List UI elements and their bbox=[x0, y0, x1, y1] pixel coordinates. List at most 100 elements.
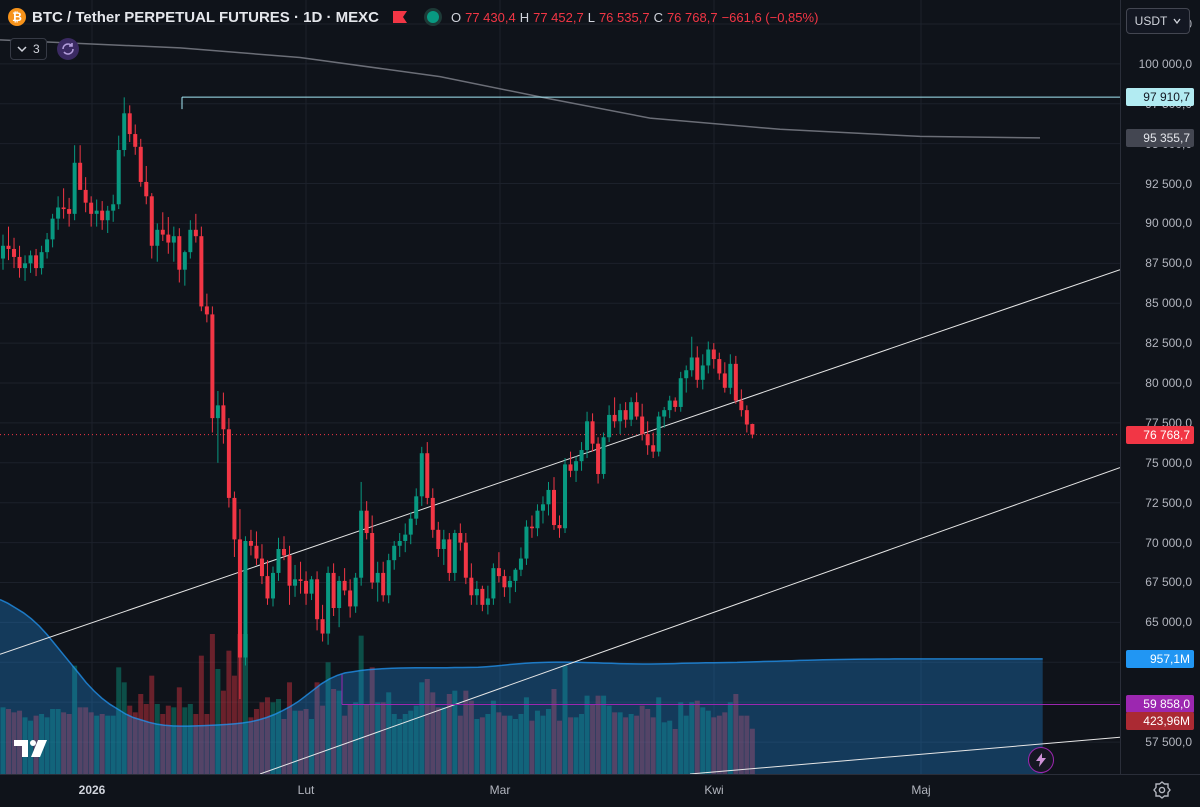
volume-bar bbox=[165, 705, 171, 774]
price-axis-label: 65 000,0 bbox=[1145, 615, 1192, 630]
volume-bar bbox=[485, 714, 491, 774]
flash-icon[interactable] bbox=[1028, 747, 1054, 773]
candle-body bbox=[535, 510, 540, 529]
flag-icon[interactable] bbox=[392, 11, 407, 23]
candle-body bbox=[34, 255, 39, 269]
candle-body bbox=[111, 204, 116, 211]
volume-bar bbox=[253, 709, 259, 774]
candle-body bbox=[408, 518, 413, 535]
candle-body bbox=[430, 497, 435, 530]
candle-body bbox=[463, 542, 468, 578]
last-price-tag: 76 768,7 bbox=[1126, 425, 1194, 444]
volume-bar bbox=[342, 715, 348, 774]
volume-bar bbox=[292, 710, 298, 774]
high-label: H bbox=[519, 9, 530, 25]
volume-bar bbox=[231, 675, 237, 774]
currency-label: USDT bbox=[1134, 14, 1168, 28]
candle-body bbox=[711, 349, 716, 360]
volume-bar bbox=[628, 714, 634, 774]
low-value: 76 535,7 bbox=[598, 9, 650, 25]
candle-body bbox=[640, 416, 645, 435]
gear-icon[interactable] bbox=[1152, 780, 1172, 800]
symbol-header: ₿ BTC / Tether PERPETUAL FUTURES · 1D · … bbox=[8, 8, 818, 26]
volume-bar bbox=[678, 702, 684, 774]
candle-body bbox=[204, 306, 209, 315]
candle-body bbox=[309, 579, 314, 594]
indicators-count: 3 bbox=[33, 42, 40, 56]
candle-body bbox=[94, 210, 99, 214]
candle-body bbox=[634, 402, 639, 417]
volume-bar bbox=[248, 717, 254, 774]
candle-body bbox=[166, 234, 171, 243]
channel-lower-line bbox=[259, 467, 1120, 774]
market-status-icon[interactable] bbox=[426, 11, 439, 23]
indicators-toggle-button[interactable]: 3 bbox=[10, 38, 47, 60]
volume-bars bbox=[0, 634, 755, 774]
volume-bar bbox=[331, 689, 337, 774]
candle-body bbox=[607, 414, 612, 438]
volume-bar bbox=[435, 707, 441, 774]
candle-body bbox=[513, 569, 518, 581]
candle-body bbox=[529, 526, 534, 529]
price-axis-label: 67 500,0 bbox=[1145, 575, 1192, 590]
candle-body bbox=[122, 113, 127, 151]
candle-body bbox=[485, 598, 490, 605]
volume-bar bbox=[55, 709, 61, 774]
candle-body bbox=[89, 202, 94, 214]
volume-bar bbox=[634, 715, 640, 774]
volume-bar bbox=[595, 695, 601, 774]
candle-body bbox=[160, 229, 165, 235]
volume-bar bbox=[490, 700, 496, 774]
volume-bar bbox=[733, 694, 739, 774]
volume-bar bbox=[738, 715, 744, 774]
candle-body bbox=[496, 568, 501, 577]
volume-bar bbox=[226, 650, 232, 774]
candle-body bbox=[39, 252, 44, 269]
volume-bar bbox=[749, 728, 755, 774]
candle-body bbox=[651, 445, 656, 452]
candle-body bbox=[293, 579, 298, 586]
volume-bar bbox=[424, 679, 430, 774]
tradingview-logo-icon[interactable] bbox=[14, 737, 50, 759]
candle-body bbox=[629, 402, 634, 420]
candle-body bbox=[419, 453, 424, 497]
candle-body bbox=[689, 357, 694, 371]
candle-body bbox=[546, 489, 551, 505]
volume-bar bbox=[397, 719, 403, 774]
candle-body bbox=[127, 113, 132, 135]
volume-bar bbox=[182, 707, 188, 774]
volume-bar bbox=[540, 715, 546, 774]
volume-bar bbox=[661, 722, 667, 774]
volume-bar bbox=[545, 709, 551, 774]
candle-body bbox=[155, 229, 160, 246]
volume-bar bbox=[601, 695, 607, 774]
volume-bar bbox=[325, 662, 331, 774]
chevron-down-icon bbox=[1173, 18, 1181, 24]
volume-bar bbox=[568, 717, 574, 774]
volume-bar bbox=[716, 715, 722, 774]
currency-button[interactable]: USDT bbox=[1126, 8, 1190, 34]
volume-bar bbox=[375, 702, 381, 774]
price-axis-label: 90 000,0 bbox=[1145, 216, 1192, 231]
candle-body bbox=[1, 245, 5, 259]
candle-body bbox=[17, 256, 22, 269]
volume-bar bbox=[507, 715, 513, 774]
symbol-title[interactable]: BTC / Tether PERPETUAL FUTURES · 1D · ME… bbox=[32, 8, 379, 26]
candle-body bbox=[403, 534, 408, 542]
price-axis-label: 72 500,0 bbox=[1145, 495, 1192, 510]
candle-body bbox=[574, 461, 579, 471]
price-axis-label: 85 000,0 bbox=[1145, 296, 1192, 311]
time-axis[interactable]: 2026 Lut Mar Kwi Maj bbox=[0, 774, 1200, 807]
candle-body bbox=[375, 572, 380, 583]
candle-body bbox=[552, 489, 556, 526]
volume-bar bbox=[116, 667, 122, 774]
sync-icon[interactable] bbox=[56, 38, 79, 60]
volume-bar bbox=[606, 705, 612, 774]
candle-body bbox=[397, 541, 402, 546]
price-chart[interactable] bbox=[0, 0, 1120, 774]
candle-body bbox=[28, 255, 33, 264]
volume-bar bbox=[77, 707, 83, 774]
candle-body bbox=[381, 572, 386, 596]
volume-bar bbox=[474, 719, 480, 774]
volume-bar bbox=[380, 702, 386, 774]
